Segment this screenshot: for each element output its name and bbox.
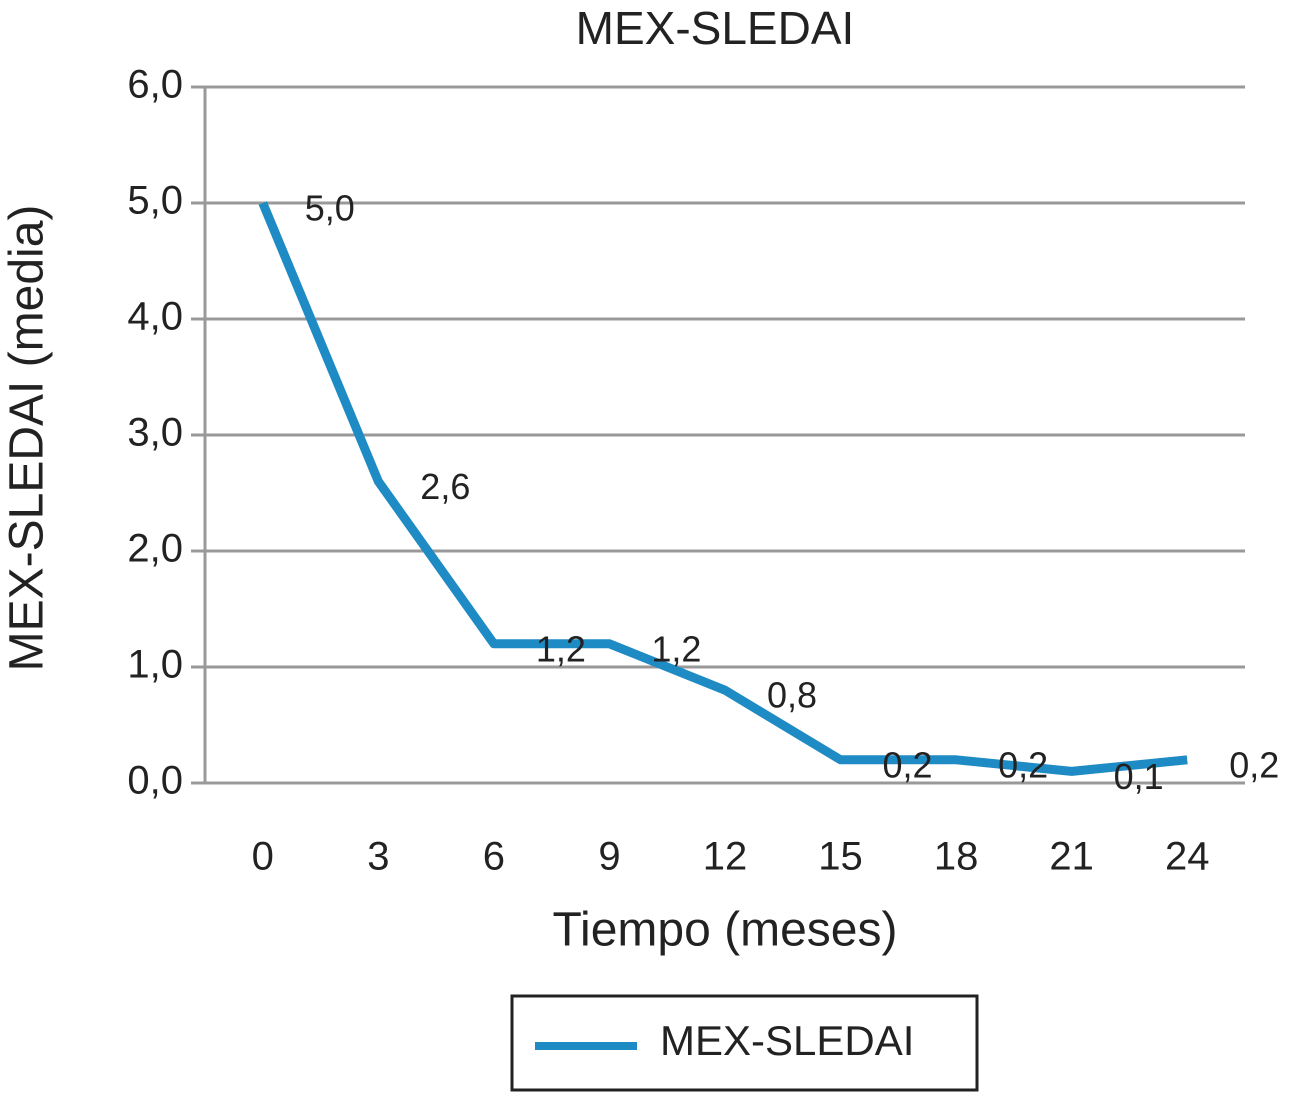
x-tick-label: 15 xyxy=(818,835,863,879)
data-label: 5,0 xyxy=(305,188,355,229)
data-label: 2,6 xyxy=(420,466,470,507)
data-label: 0,1 xyxy=(1114,756,1164,797)
x-tick-label: 21 xyxy=(1049,835,1094,879)
data-label: 0,8 xyxy=(767,675,817,716)
y-tick-label: 3,0 xyxy=(127,411,183,455)
x-tick-label: 12 xyxy=(703,835,748,879)
data-label: 1,2 xyxy=(651,628,701,669)
series-line xyxy=(258,201,1188,776)
data-label: 0,2 xyxy=(1229,744,1279,785)
x-tick-label: 0 xyxy=(252,835,274,879)
y-tick-label: 6,0 xyxy=(127,63,183,107)
legend-box xyxy=(510,994,979,1092)
x-tick-label: 3 xyxy=(367,835,389,879)
x-tick-label: 24 xyxy=(1165,835,1210,879)
x-tick-label: 9 xyxy=(598,835,620,879)
chart-title: MEX-SLEDAI xyxy=(576,2,855,54)
y-tick-label: 2,0 xyxy=(127,527,183,571)
y-axis-label: MEX-SLEDAI (media) xyxy=(1,205,54,672)
data-label: 0,2 xyxy=(998,744,1048,785)
legend-label: MEX-SLEDAI xyxy=(660,1017,914,1064)
x-tick-label: 18 xyxy=(934,835,979,879)
y-tick-label: 0,0 xyxy=(127,759,183,803)
y-tick-label: 5,0 xyxy=(127,179,183,223)
data-label: 0,2 xyxy=(883,744,933,785)
y-tick-label: 4,0 xyxy=(127,295,183,339)
y-tick-label: 1,0 xyxy=(127,643,183,687)
data-label: 1,2 xyxy=(536,628,586,669)
x-axis-label: Tiempo (meses) xyxy=(553,904,898,957)
x-tick-label: 6 xyxy=(483,835,505,879)
